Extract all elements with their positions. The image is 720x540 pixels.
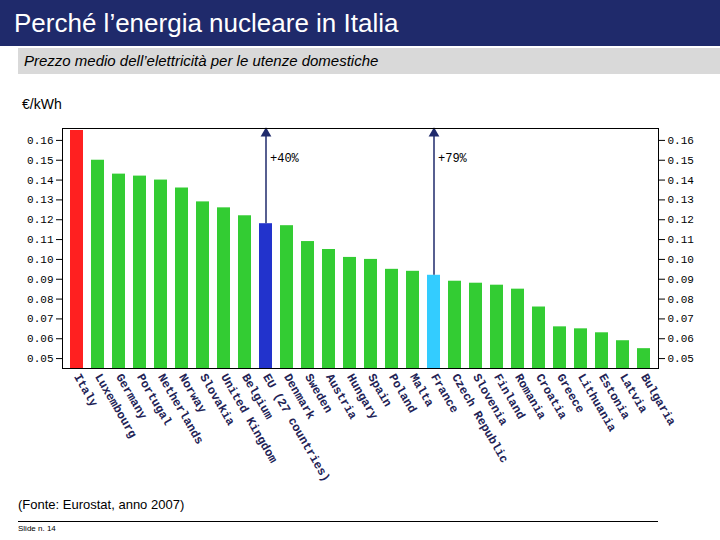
svg-text:Poland: Poland — [385, 371, 419, 416]
svg-text:0.16: 0.16 — [668, 135, 694, 147]
html-text:Prezzo medio dell’elettricità: Prezzo medio dell’elettricità per le ute… — [24, 52, 379, 69]
svg-text:Croatia: Croatia — [532, 371, 570, 423]
svg-text:Austria: Austria — [322, 371, 360, 423]
svg-text:0.15: 0.15 — [27, 155, 53, 167]
svg-text:Malta: Malta — [406, 371, 437, 410]
svg-text:0.16: 0.16 — [27, 135, 53, 147]
svg-text:Czech Republic: Czech Republic — [448, 371, 511, 466]
svg-text:Slovenia: Slovenia — [469, 371, 511, 429]
svg-text:0.06: 0.06 — [27, 333, 53, 345]
svg-text:United Kingdom: United Kingdom — [217, 371, 280, 466]
svg-text:0.08: 0.08 — [668, 294, 694, 306]
svg-text:Sweden: Sweden — [301, 371, 335, 416]
svg-text:0.13: 0.13 — [27, 194, 53, 206]
html-text:Perché l’energia nucleare in I: Perché l’energia nucleare in Italia — [14, 8, 399, 38]
svg-text:0.07: 0.07 — [668, 313, 694, 325]
svg-text:0.10: 0.10 — [668, 254, 694, 266]
svg-text:0.05: 0.05 — [27, 353, 53, 365]
svg-text:Belgium: Belgium — [238, 371, 276, 423]
svg-text:0.11: 0.11 — [27, 234, 54, 246]
svg-text:Italy: Italy — [70, 371, 101, 410]
svg-text:EU (27 countries): EU (27 countries) — [259, 371, 333, 485]
svg-text:Romania: Romania — [511, 371, 549, 423]
svg-text:0.05: 0.05 — [668, 353, 694, 365]
html-text:(Fonte: Eurostat, anno 2007): (Fonte: Eurostat, anno 2007) — [18, 497, 185, 512]
svg-text:Latvia: Latvia — [616, 371, 650, 416]
svg-text:0.09: 0.09 — [27, 274, 53, 286]
svg-text:Spain: Spain — [364, 371, 395, 410]
svg-text:0.09: 0.09 — [668, 274, 694, 286]
svg-text:0.14: 0.14 — [27, 175, 54, 187]
svg-text:Finland: Finland — [490, 371, 528, 423]
svg-text:0.07: 0.07 — [27, 313, 53, 325]
svg-text:0.12: 0.12 — [27, 214, 53, 226]
svg-text:Germany: Germany — [112, 371, 150, 423]
svg-text:Lithuania: Lithuania — [574, 371, 619, 435]
svg-text:+40%: +40% — [270, 152, 300, 166]
svg-text:Estonia: Estonia — [595, 371, 633, 423]
svg-text:0.12: 0.12 — [668, 214, 694, 226]
svg-text:0.11: 0.11 — [668, 234, 695, 246]
svg-text:Greece: Greece — [553, 371, 587, 416]
svg-text:+79%: +79% — [438, 152, 468, 166]
svg-text:Norway: Norway — [175, 371, 209, 416]
svg-text:0.10: 0.10 — [27, 254, 53, 266]
svg-text:Slovakia: Slovakia — [196, 371, 238, 429]
svg-text:0.13: 0.13 — [668, 194, 694, 206]
svg-text:Hungary: Hungary — [343, 371, 381, 423]
html-text:Slide n. 14: Slide n. 14 — [18, 524, 56, 533]
svg-text:Denmark: Denmark — [280, 371, 318, 423]
svg-text:0.15: 0.15 — [668, 155, 694, 167]
svg-text:Netherlands: Netherlands — [154, 371, 206, 447]
svg-text:Luxembourg: Luxembourg — [91, 371, 140, 441]
svg-text:0.06: 0.06 — [668, 333, 694, 345]
svg-text:0.08: 0.08 — [27, 294, 53, 306]
svg-text:Portugal: Portugal — [133, 371, 175, 429]
svg-text:0.14: 0.14 — [668, 175, 695, 187]
svg-text:France: France — [427, 371, 461, 416]
svg-text:Bulgaria: Bulgaria — [637, 371, 678, 428]
html-text:€/kWh: €/kWh — [22, 96, 62, 112]
